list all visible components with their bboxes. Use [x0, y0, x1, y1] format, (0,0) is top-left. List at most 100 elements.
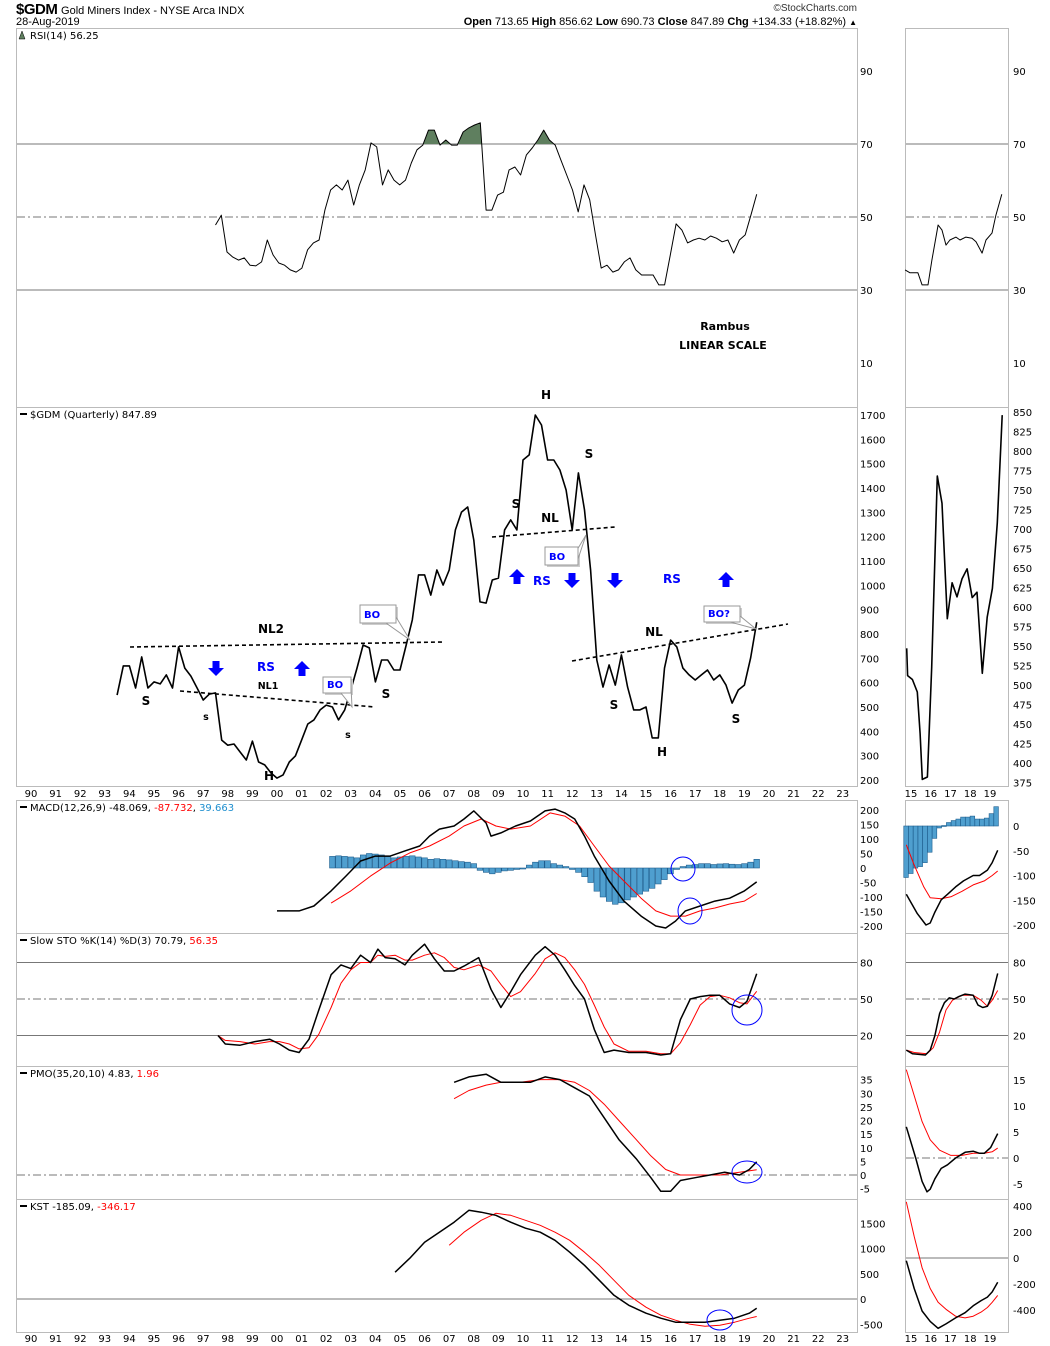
bo-callout-text: BO?: [708, 609, 730, 620]
macd-histogram-bar: [642, 867, 650, 892]
x-tick-label: 92: [74, 789, 87, 800]
pattern-label: S: [382, 687, 391, 701]
macd-histogram-bar: [452, 860, 459, 869]
price-y-tick-label: 600: [860, 679, 879, 690]
x-tick-label: 01: [295, 1334, 308, 1345]
x-tick-label: 06: [418, 789, 431, 800]
pmo-panel-frame: [16, 1066, 858, 1200]
x-tick-label: 16: [664, 789, 677, 800]
legend-value: ,: [193, 803, 199, 814]
legend-swatch: [20, 939, 27, 941]
kst-inset-y-tick-label: 200: [1013, 1228, 1032, 1239]
macd-histogram-bar: [347, 856, 354, 869]
arrow-down-icon: [607, 573, 623, 588]
macd-inset-y-tick-label: -200: [1013, 921, 1036, 932]
low-value: 690.73: [620, 16, 655, 28]
macd-inset-histogram-bar: [969, 815, 976, 827]
x-tick-label: 03: [344, 1334, 357, 1345]
legend-value: ,: [183, 936, 189, 947]
price-inset-y-tick-label: 400: [1013, 759, 1032, 770]
pattern-label: NL1: [258, 681, 279, 692]
macd-inset-histogram-bar: [941, 825, 947, 827]
rsi-legend-icon: [18, 30, 26, 40]
price-legend-text: $GDM (Quarterly) 847.89: [30, 410, 157, 421]
macd-histogram-bar: [741, 863, 748, 869]
bo-callout-text: BO: [327, 680, 343, 691]
x-tick-label: 12: [566, 1334, 579, 1345]
price-y-tick-label: 500: [860, 703, 879, 714]
macd-inset-histogram-bar: [927, 825, 933, 853]
legend-value: 56.35: [189, 936, 218, 947]
open-label: Open: [463, 16, 492, 28]
macd-histogram-bar: [618, 867, 625, 904]
x-tick-label: 09: [492, 789, 505, 800]
sto-panel-frame: [16, 933, 858, 1067]
x-tick-label: 91: [49, 789, 62, 800]
price-y-tick-label: 800: [860, 630, 879, 641]
price-inset-y-tick-label: 575: [1013, 623, 1032, 634]
bo-callout: BO: [544, 534, 587, 567]
macd-inset-histogram-bar: [931, 825, 938, 839]
x-tick-label: 10: [517, 789, 530, 800]
rsi-inset-line: [904, 194, 1003, 286]
x-tick-label: 08: [467, 1334, 480, 1345]
high-value: 856.62: [559, 16, 593, 28]
macd-y-tick-label: -200: [860, 922, 883, 933]
price-inset-y-tick-label: 800: [1013, 447, 1032, 458]
price-inset-y-tick-label: 600: [1013, 603, 1032, 614]
pmo-y-tick-label: 15: [860, 1130, 873, 1141]
sto-inset-y-tick-label: 50: [1013, 995, 1026, 1006]
x-tick-label: 22: [812, 1334, 825, 1345]
pmo-y-tick-label: 0: [860, 1171, 866, 1182]
price-y-tick-label: 1100: [860, 557, 885, 568]
kst-inset-panel-frame: [905, 1199, 1009, 1333]
x-tick-label: 91: [49, 1334, 62, 1345]
macd-legend: MACD(12,26,9) -48.069, -87.732, 39.663: [20, 803, 234, 814]
macd-inset-histogram-bar: [912, 825, 919, 869]
pattern-label: RS: [663, 572, 681, 586]
high-label: High: [531, 16, 557, 28]
macd-y-tick-label: 50: [860, 850, 873, 861]
pmo-y-tick-label: 35: [860, 1076, 873, 1087]
legend-swatch: [20, 806, 27, 808]
macd-inset-histogram-bar: [922, 825, 928, 863]
pattern-label: s: [203, 712, 209, 723]
x-tick-label: 06: [418, 1334, 431, 1345]
inset-x-tick-label: 15: [905, 1334, 918, 1345]
kst-line-inset: [905, 1260, 999, 1330]
arrow-down-icon: [208, 661, 224, 676]
macd-histogram-bar: [532, 861, 539, 869]
price-inset-y-tick-label: 825: [1013, 428, 1032, 439]
macd-histogram-bar: [630, 867, 637, 898]
macd-inset-histogram-bar: [979, 818, 985, 827]
x-tick-label: 15: [640, 1334, 653, 1345]
x-tick-label: 99: [246, 789, 259, 800]
neckline-top: [491, 526, 616, 538]
pattern-label: NL2: [258, 622, 284, 636]
x-tick-label: 23: [836, 1334, 849, 1345]
inset-x-tick-label: 18: [964, 1334, 977, 1345]
kst-inset-y-tick-label: 400: [1013, 1202, 1032, 1213]
price-y-tick-label: 400: [860, 727, 879, 738]
inset-x-tick-label: 18: [964, 789, 977, 800]
macd-histogram-bar: [550, 863, 557, 869]
pattern-label: S: [585, 447, 594, 461]
price-inset-y-tick-label: 375: [1013, 779, 1032, 790]
macd-inset-histogram-bar: [950, 820, 957, 827]
macd-histogram-bar: [673, 867, 680, 870]
x-tick-label: 95: [148, 1334, 161, 1345]
kst-inset-y-tick-label: 0: [1013, 1254, 1019, 1265]
price-y-tick-label: 1500: [860, 460, 885, 471]
close-value: 847.89: [690, 16, 725, 28]
price-legend: $GDM (Quarterly) 847.89: [20, 410, 157, 421]
macd-histogram-bar: [710, 864, 717, 869]
x-tick-label: 99: [246, 1334, 259, 1345]
sto-inset-panel-frame: [905, 933, 1009, 1067]
pmo-y-tick-label: 10: [860, 1144, 873, 1155]
pattern-label: H: [264, 769, 274, 783]
macd-histogram-bar: [698, 863, 705, 869]
x-tick-label: 20: [763, 1334, 776, 1345]
macd-inset-histogram-bar: [965, 816, 971, 827]
macd-histogram-bar: [390, 857, 397, 869]
macd-histogram-bar: [378, 854, 385, 869]
